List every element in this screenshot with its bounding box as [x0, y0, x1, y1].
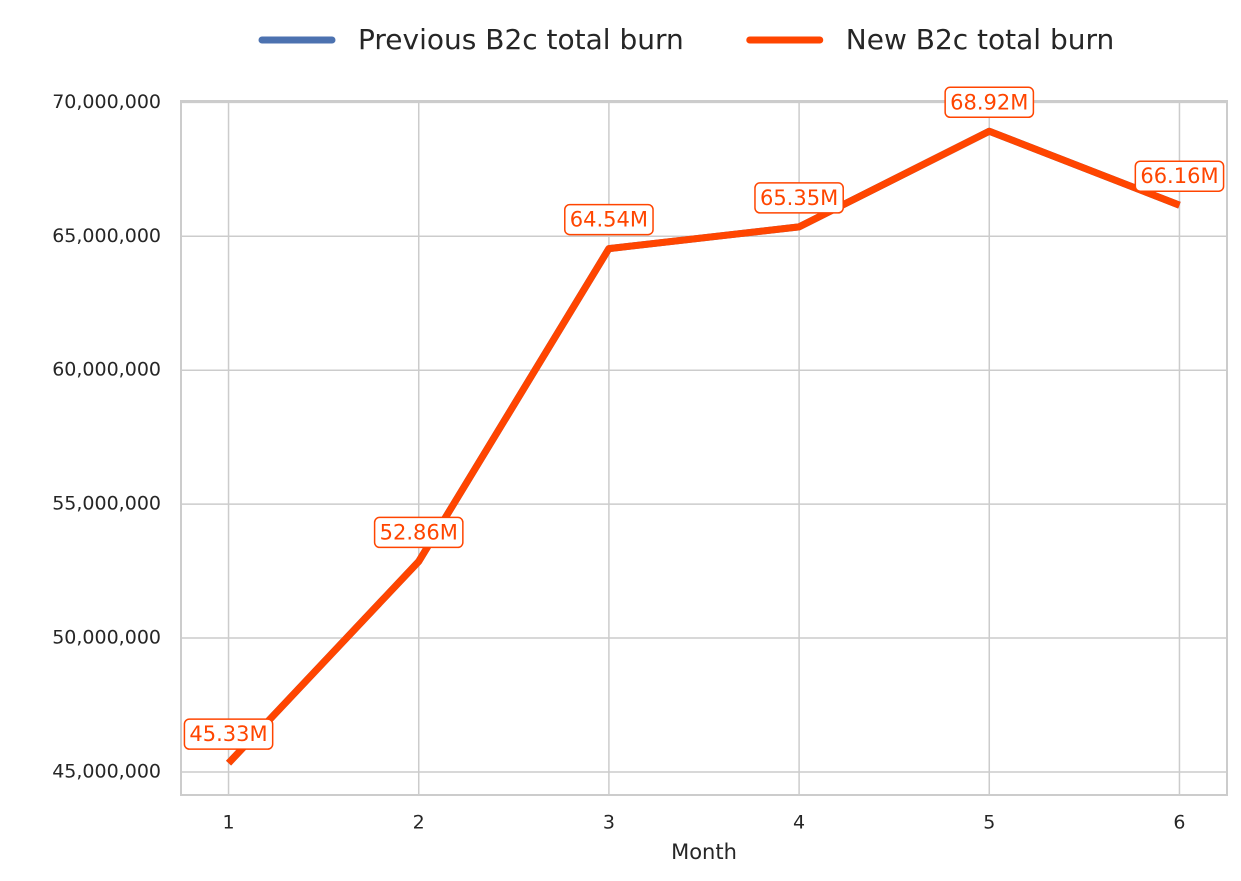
plot-frame: [180, 100, 1228, 796]
x-axis-label: Month: [671, 840, 737, 864]
data-label-text: 68.92M: [950, 90, 1028, 114]
data-label-text: 65.35M: [760, 186, 838, 210]
data-label-box: [1134, 160, 1225, 192]
data-label: 68.92M: [944, 86, 1035, 119]
y-tick-label: 60,000,000: [52, 359, 161, 381]
x-tick-label: 5: [983, 812, 995, 834]
data-label-text: 52.86M: [380, 520, 458, 544]
data-label: 52.86M: [373, 516, 464, 549]
y-tick-label: 50,000,000: [52, 627, 161, 649]
data-label-box: [564, 203, 654, 236]
data-label: 66.16M: [1134, 160, 1225, 192]
y-tick-label: 45,000,000: [52, 760, 161, 782]
data-label: 64.54M: [564, 203, 654, 236]
data-label: 65.35M: [754, 182, 844, 214]
data-label-box: [944, 86, 1035, 119]
x-tick-label: 2: [413, 812, 425, 834]
legend-label: New B2c total burn: [846, 23, 1115, 56]
x-tick-label: 1: [222, 812, 234, 834]
data-label-box: [183, 718, 274, 750]
data-label-text: 66.16M: [1140, 164, 1218, 188]
y-tick-label: 55,000,000: [52, 493, 161, 515]
x-tick-label: 4: [793, 812, 805, 834]
line-series: [225, 127, 1181, 766]
line-series: [225, 127, 1181, 766]
y-tick-label: 65,000,000: [52, 225, 161, 247]
x-tick-label: 3: [603, 812, 615, 834]
data-label-text: 45.33M: [189, 722, 267, 746]
data-label-box: [754, 182, 844, 214]
x-tick-label: 6: [1173, 812, 1185, 834]
legend-label: Previous B2c total burn: [358, 23, 684, 56]
data-label-box: [373, 516, 464, 549]
y-tick-label: 70,000,000: [52, 91, 161, 113]
data-label: 45.33M: [183, 718, 274, 750]
data-label-text: 64.54M: [570, 208, 648, 232]
